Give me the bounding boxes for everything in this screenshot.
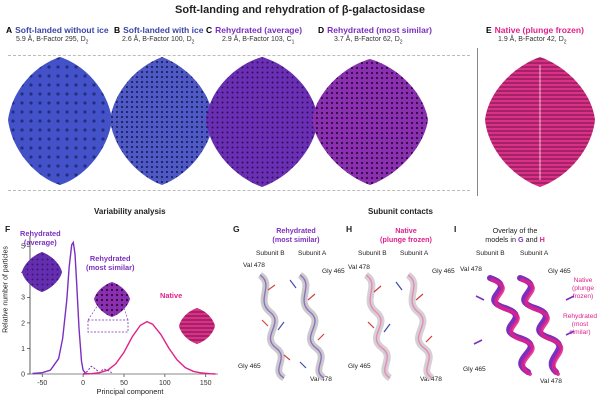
panel-a-label: A Soft-landed without ice [6,25,109,35]
panel-g-gly465-top: Gly 465 [322,268,345,275]
y-tick-label: 3 [21,295,25,302]
panel-i-subunit-b: Subunit B [476,250,505,257]
panel-a-stats: 5.9 Å, B-Factor 295, D2 [16,36,89,46]
panel-g-gly465-bottom: Gly 465 [238,363,261,370]
panel-g-subunit-b: Subunit B [256,250,285,257]
y-tick-label: 0 [21,371,25,378]
panel-g-structure [257,272,327,382]
map-c-shape [206,57,318,187]
y-tick-label: 5 [21,244,25,251]
panel-h-gly465-bottom: Gly 465 [348,363,371,370]
panel-h-subunit-b: Subunit B [358,250,387,257]
zoom-box [87,319,129,333]
panel-i-title: Overlay of the models in G and H [485,226,545,244]
panel-h-subunit-a: Subunit A [400,250,429,257]
panel-i-legend-native: Native (plunge frozen) [572,277,594,300]
x-tick-label: 0 [81,380,85,387]
panel-g-subunit-a: Subunit A [298,250,327,257]
panel-c-stats: 2.9 Å, B-Factor 103, C1 [222,36,295,46]
panel-i-structure [473,275,575,376]
label-rehydrated-most-similar: Rehydrated (most similar) [86,254,135,272]
variability-heading: Variability analysis [94,207,166,216]
panel-c-label: C Rehydrated (average) [206,25,303,35]
panel-g-letter: G [233,224,240,234]
y-tick-label: 1 [21,346,25,353]
panel-h-letter: H [346,224,353,234]
x-tick-label: -50 [37,380,47,387]
thumb-most-similar [94,282,130,317]
label-rehydrated-average: Rehydrated (average) [20,229,61,247]
panel-h-structure [363,272,435,382]
panel-h-val478-top: Val 478 [348,264,370,271]
x-tick-label: 50 [120,380,128,387]
series-line-0 [32,240,90,375]
panel-h-gly465-top: Gly 465 [432,268,455,275]
panel-i-legend-rehydrated: Rehydrated (most similar) [562,313,598,336]
panel-i-gly465-bottom: Gly 465 [463,366,486,373]
series-line-2 [83,320,216,375]
x-tick-label: 100 [159,380,171,387]
panel-e-stats: 1.9 Å, B-Factor 42, D2 [498,36,567,46]
label-native: Native [160,291,183,300]
panel-b-stats: 2.6 Å, B-Factor 100, D2 [122,36,195,46]
panel-f-letter: F [5,224,11,234]
panel-d-label: D Rehydrated (most similar) [318,25,433,35]
panel-b-label: B Soft-landed with ice [114,25,204,35]
panel-i-letter: I [454,224,457,234]
panel-i-val478-top: Val 478 [460,266,482,273]
panel-i-gly465-top: Gly 465 [548,268,571,275]
figure-title: Soft-landing and rehydration of β-galact… [175,4,425,16]
x-tick-label: 150 [200,380,212,387]
panel-d-stats: 3.7 Å, B-Factor 62, D2 [334,36,403,46]
series-line-1 [82,365,112,375]
panel-i-val478-bottom: Val 478 [540,378,562,385]
map-d-shape [312,59,428,185]
x-axis-label: Principal component [96,387,164,396]
panel-separator [477,48,478,196]
dashed-guide-top [8,55,470,56]
panel-h-title: Native (plunge frozen) [380,226,432,244]
y-tick-label: 2 [21,320,25,327]
panel-i-subunit-a: Subunit A [520,250,549,257]
dashed-guide-bottom [8,190,470,191]
density-maps [8,57,595,187]
panel-g-val478-top: Val 478 [243,262,265,269]
map-b-shape [110,57,214,185]
panel-g-title: Rehydrated (most similar) [272,226,320,244]
thumb-native [179,308,215,344]
panel-e-label: E Native (plunge frozen) [486,25,584,35]
contacts-heading: Subunit contacts [368,207,433,216]
